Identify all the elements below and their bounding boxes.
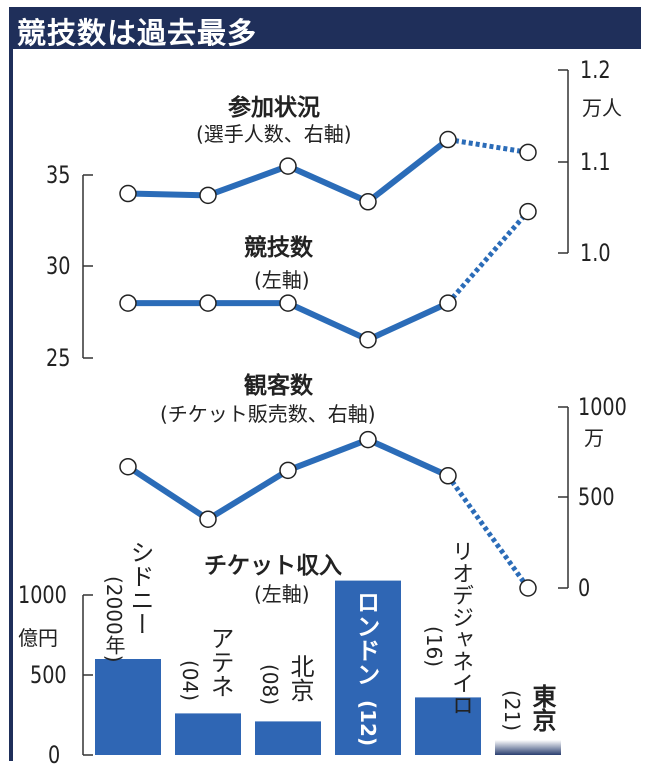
bar-シドニー	[95, 659, 161, 755]
data-point-04	[199, 294, 217, 312]
left-tick-35: 35	[46, 161, 71, 189]
bar-year-label: (04)	[178, 660, 202, 702]
bar-city-label: 北京	[286, 654, 314, 702]
right-tick-1.2: 1.2	[580, 56, 611, 84]
data-point-08	[279, 294, 297, 312]
bar-year-label-highlight: (12)	[356, 700, 380, 747]
line-segment-dashed	[445, 474, 531, 590]
line-segment-dashed	[446, 209, 530, 305]
data-point-21	[519, 579, 537, 597]
events-subtitle: (左軸)	[254, 268, 310, 292]
spectators-title: 観客数	[244, 373, 313, 399]
line-segment-dashed	[447, 137, 529, 155]
data-point-04	[199, 510, 217, 528]
data-point-2000	[119, 294, 137, 312]
line-segment	[366, 436, 450, 479]
bar-year-label: (21)	[500, 690, 524, 732]
bar-city-label: 東京	[528, 684, 556, 732]
events-title: 競技数	[244, 235, 313, 261]
bar-tick-500: 500	[30, 661, 67, 689]
bar-city-label: シドニー	[126, 540, 154, 636]
line-segment	[206, 163, 290, 199]
bar-city-label-highlight: ロンドン	[352, 590, 380, 686]
bar-year-label: (2000年)	[102, 576, 126, 663]
bar-ロンドン	[335, 580, 401, 755]
participants-unit: 万人	[582, 96, 622, 120]
header-bar: 競技数は過去最多	[9, 7, 641, 50]
bar-tick-0: 0	[48, 741, 61, 766]
spectators-subtitle: (チケット販売数、右軸)	[160, 402, 376, 426]
data-point-2000	[119, 457, 137, 476]
bar-リオデジャネイロ	[415, 697, 481, 755]
data-point-16	[439, 130, 457, 149]
line-segment	[286, 300, 370, 343]
participants-title: 参加状況	[228, 95, 320, 121]
right-tick-1.1: 1.1	[580, 148, 611, 176]
revenue-subtitle: (左軸)	[254, 582, 310, 606]
bar-tick-1000: 1000	[18, 581, 67, 609]
line-segment	[286, 436, 370, 474]
participants-subtitle: (選手人数、右軸)	[196, 122, 352, 146]
data-point-2000	[119, 184, 137, 203]
data-point-12	[359, 430, 377, 449]
left-tick-30: 30	[46, 252, 71, 280]
bar-北京	[255, 721, 321, 755]
bar-東京	[495, 740, 561, 755]
line-segment	[126, 464, 210, 522]
left-border	[9, 49, 13, 761]
left-tick-25: 25	[46, 344, 71, 372]
data-point-12	[359, 193, 377, 211]
data-point-08	[279, 461, 297, 480]
right-tick-500: 500	[578, 483, 615, 511]
data-point-04	[199, 186, 217, 205]
line-segment	[286, 163, 370, 205]
bar-year-label: (08)	[258, 664, 282, 706]
line-segment	[366, 300, 450, 343]
data-point-12	[359, 330, 377, 349]
line-segment	[127, 190, 209, 199]
spectators-unit: 万	[584, 426, 604, 450]
data-point-21	[519, 143, 537, 162]
right-tick-1.0: 1.0	[580, 239, 611, 267]
line-segment	[366, 137, 450, 205]
header-title: 競技数は過去最多	[17, 16, 258, 50]
data-point-21	[519, 202, 537, 221]
revenue-unit: 億円	[18, 626, 58, 650]
right-tick-0: 0	[578, 574, 591, 602]
right-tick-1000: 1000	[578, 393, 627, 421]
bar-アテネ	[175, 713, 241, 755]
bar-city-label: リオデジャネイロ	[448, 540, 473, 716]
bar-year-label: (16)	[422, 626, 446, 668]
bar-city-label: アテネ	[206, 626, 234, 698]
data-point-08	[279, 157, 297, 175]
data-point-16	[439, 294, 457, 312]
revenue-title: チケット収入	[204, 553, 342, 579]
data-point-16	[439, 467, 457, 485]
line-segment	[206, 467, 290, 522]
